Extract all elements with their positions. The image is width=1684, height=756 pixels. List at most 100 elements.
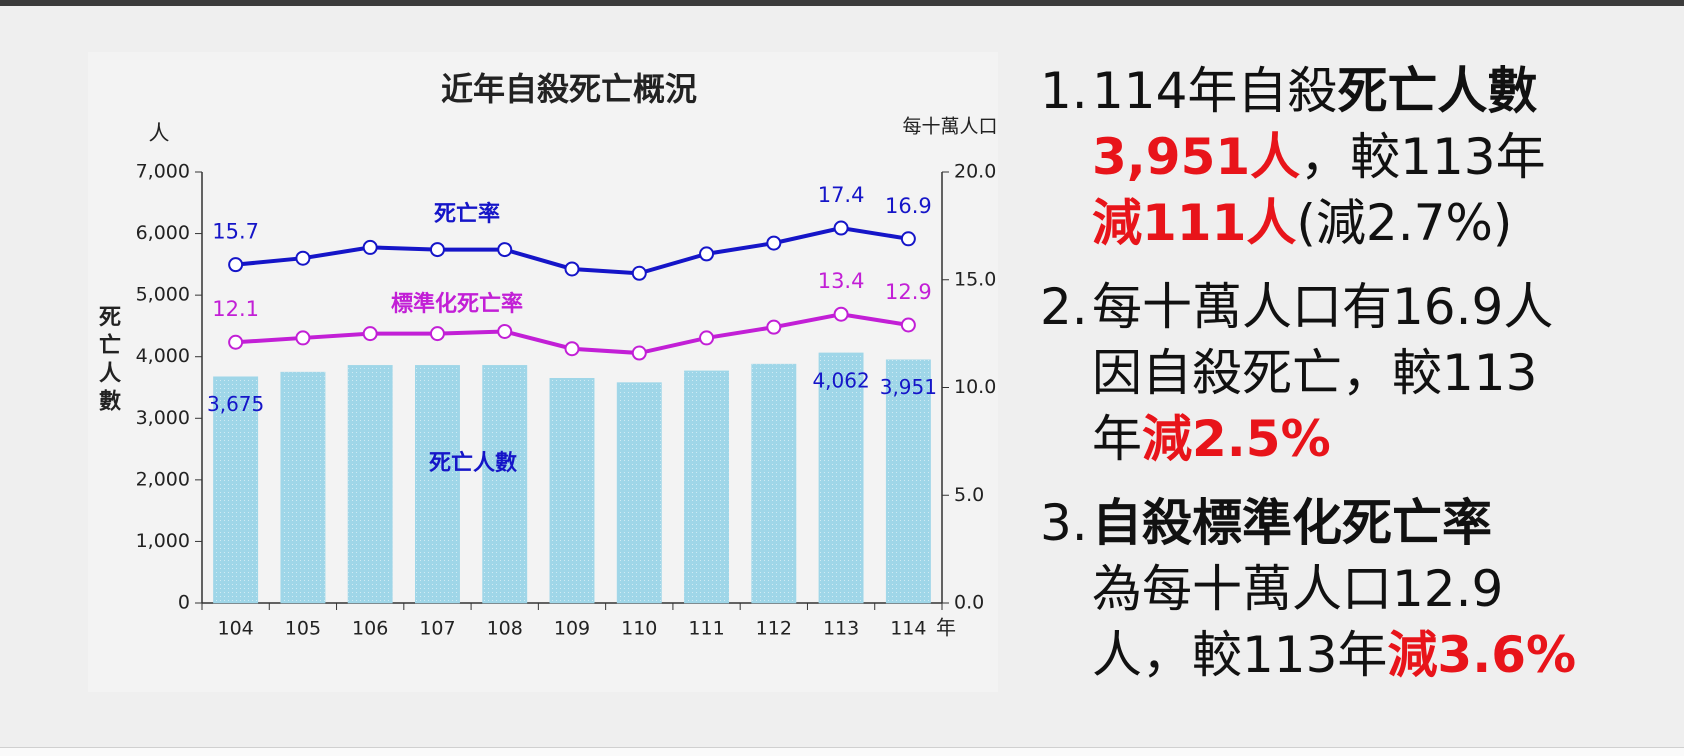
top-bar	[0, 0, 1684, 6]
bar	[415, 365, 460, 604]
line-marker	[699, 330, 715, 346]
y-tick-label: 4,000	[136, 345, 190, 367]
y-tick-label: 1,000	[136, 530, 190, 552]
line-marker	[429, 242, 445, 258]
line-marker	[228, 334, 244, 350]
y-unit: 人	[149, 121, 170, 145]
point-line: 人，較113年減3.6%	[1092, 622, 1640, 688]
line-marker	[564, 341, 580, 357]
line-value-label: 12.9	[885, 280, 932, 304]
point-line: 為每十萬人口12.9	[1092, 556, 1640, 622]
bar	[549, 378, 595, 604]
line-marker	[362, 239, 378, 255]
bar-value-label: 4,062	[812, 368, 869, 392]
y-axis-label: 死亡人數	[95, 305, 121, 417]
y-tick-label: 0	[178, 592, 190, 614]
x-tick-label: 112	[756, 618, 792, 640]
bar	[616, 382, 662, 604]
chart: 近年自殺死亡概況 人 死亡人數 每十萬人口 年 0 1,000 2,000 3,000…	[95, 70, 998, 640]
text-run: 人，較113年	[1092, 626, 1388, 684]
point-number: 1.	[1040, 62, 1088, 120]
chart-title: 近年自殺死亡概況	[441, 70, 697, 108]
line-marker	[564, 261, 580, 277]
x-tick-label: 108	[487, 618, 523, 640]
line-marker	[833, 220, 849, 236]
point-line: 減111人(減2.7%)	[1092, 190, 1640, 256]
point-line: 因自殺死亡，較113	[1092, 340, 1640, 406]
text-run: 每十萬人口有16.9人	[1092, 278, 1554, 336]
x-tick-label: 104	[218, 618, 254, 640]
point-line: 年減2.5%	[1092, 406, 1640, 472]
line-marker	[497, 242, 513, 258]
series-name: 死亡人數	[429, 450, 517, 476]
summary-point: 2. 每十萬人口有16.9人 因自殺死亡，較113 年減2.5%	[1040, 274, 1640, 472]
y2-tick-label: 15.0	[954, 268, 996, 290]
point-number: 2.	[1040, 278, 1088, 336]
y-tick-label: 3,000	[136, 407, 190, 429]
text-run: 減2.5%	[1142, 410, 1331, 468]
x-tick-label: 111	[688, 618, 724, 640]
text-run: ，較113年	[1300, 128, 1546, 186]
line-value-label: 17.4	[818, 183, 865, 207]
line-marker	[833, 306, 849, 322]
summary-point: 3. 自殺標準化死亡率 為每十萬人口12.9 人，較113年減3.6%	[1040, 490, 1640, 688]
x-tick-label: 105	[285, 618, 321, 640]
series-name: 標準化死亡率	[391, 291, 523, 317]
point-line: 3,951人，較113年	[1092, 124, 1640, 190]
line-value-label: 15.7	[212, 220, 259, 244]
y2-unit: 每十萬人口	[902, 116, 997, 138]
x-tick-label: 114	[890, 618, 926, 640]
summary-point: 1. 114年自殺死亡人數 3,951人，較113年 減111人(減2.7%)	[1040, 58, 1640, 256]
line-marker	[631, 265, 647, 281]
line-value-label: 16.9	[885, 194, 932, 218]
bar	[213, 376, 259, 604]
line-marker	[497, 323, 513, 339]
line-marker	[295, 330, 311, 346]
bar	[818, 352, 864, 604]
text-run: 自殺標準化死亡率	[1092, 494, 1492, 552]
text-run: 減111人	[1092, 194, 1297, 252]
line-value-label: 13.4	[818, 269, 865, 293]
y2-tick-label: 20.0	[954, 161, 996, 183]
x-tick-label: 106	[352, 618, 388, 640]
line-marker	[766, 235, 782, 251]
x-tick-label: 110	[621, 618, 657, 640]
series-name: 死亡率	[434, 201, 500, 227]
text-run: (減2.7%)	[1296, 194, 1513, 252]
bar	[684, 370, 729, 604]
bar-value-label: 3,675	[207, 392, 264, 416]
text-run: 減3.6%	[1387, 626, 1577, 684]
point-line: 每十萬人口有16.9人	[1092, 274, 1640, 340]
bar	[347, 365, 393, 604]
line-marker	[429, 326, 445, 342]
y2-tick-label: 0.0	[954, 592, 984, 614]
line-marker	[766, 319, 782, 335]
text-run: 為每十萬人口12.9	[1092, 560, 1504, 618]
footer-strip	[0, 747, 1684, 756]
line-marker	[631, 345, 647, 361]
point-line: 自殺標準化死亡率	[1092, 490, 1640, 556]
line-marker	[699, 246, 715, 262]
bar-value-label: 3,951	[880, 375, 937, 399]
x-tick-label: 107	[419, 618, 455, 640]
y2-tick-label: 5.0	[954, 484, 984, 506]
x-tick-label: 109	[554, 618, 590, 640]
line-marker	[228, 257, 244, 273]
y-tick-label: 7,000	[136, 161, 190, 183]
text-run: 3,951人	[1092, 128, 1301, 186]
point-line: 114年自殺死亡人數	[1092, 58, 1640, 124]
text-run: 因自殺死亡，較113	[1092, 344, 1538, 402]
y2-tick-label: 10.0	[954, 376, 996, 398]
x-tick-label: 113	[823, 618, 859, 640]
bar	[482, 365, 528, 604]
line-marker	[900, 317, 916, 333]
y-tick-label: 2,000	[136, 468, 190, 490]
y-tick-label: 5,000	[136, 284, 190, 306]
bar	[280, 371, 326, 604]
bar	[885, 359, 931, 604]
line-marker	[295, 250, 311, 266]
point-number: 3.	[1040, 494, 1088, 552]
text-run: 114年自殺	[1092, 62, 1338, 120]
line-marker	[362, 326, 378, 342]
